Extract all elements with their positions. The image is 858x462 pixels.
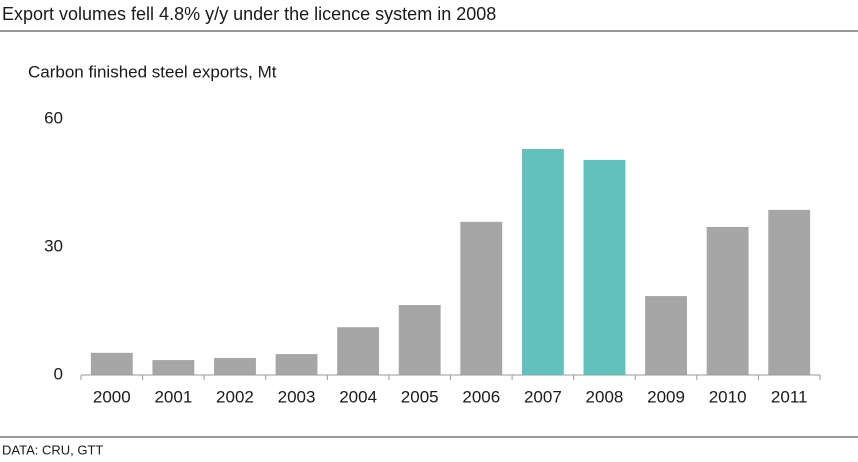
x-tick-label: 2003: [278, 387, 316, 406]
bar: [521, 148, 564, 375]
bar: [460, 221, 503, 375]
y-tick-label: 0: [54, 364, 63, 383]
bar: [583, 159, 626, 375]
bar: [152, 360, 195, 375]
y-tick-label: 60: [44, 108, 63, 127]
source: DATA: CRU, GTT: [2, 442, 103, 457]
bar: [706, 226, 749, 375]
x-tick-label: 2007: [524, 387, 562, 406]
x-tick-label: 2001: [154, 387, 192, 406]
bar: [768, 209, 811, 375]
x-tick-label: 2008: [586, 387, 624, 406]
bar: [90, 352, 133, 375]
x-tick-label: 2004: [339, 387, 377, 406]
bar: [275, 354, 318, 375]
x-tick-label: 2000: [93, 387, 131, 406]
chart-subtitle: Carbon finished steel exports, Mt: [28, 62, 277, 81]
x-tick-label: 2006: [462, 387, 500, 406]
bar: [645, 296, 687, 375]
y-tick-label: 30: [44, 236, 63, 255]
bar: [214, 357, 256, 375]
x-tick-label: 2011: [771, 387, 808, 406]
x-tick-label: 2010: [709, 387, 747, 406]
x-tick-label: 2005: [401, 387, 439, 406]
x-tick-label: 2009: [647, 387, 685, 406]
chart-title: Export volumes fell 4.8% y/y under the l…: [2, 4, 496, 24]
x-tick-label: 2002: [216, 387, 254, 406]
bar: [398, 305, 441, 375]
bar: [337, 327, 380, 375]
